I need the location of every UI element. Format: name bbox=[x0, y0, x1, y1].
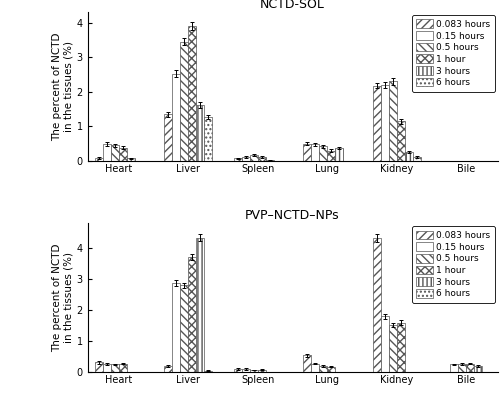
Y-axis label: The percent of NCTD
in the tissues (%): The percent of NCTD in the tissues (%) bbox=[52, 32, 74, 141]
Title: PVP–NCTD–NPs: PVP–NCTD–NPs bbox=[245, 209, 340, 222]
Bar bbox=[388, 81, 396, 161]
Bar bbox=[388, 325, 396, 372]
Bar bbox=[164, 366, 172, 372]
Bar bbox=[335, 148, 343, 161]
Bar bbox=[95, 157, 103, 161]
Bar bbox=[172, 283, 180, 372]
Bar bbox=[188, 26, 196, 161]
Bar bbox=[180, 285, 188, 372]
Bar bbox=[466, 364, 474, 372]
Bar bbox=[258, 157, 266, 161]
Bar bbox=[234, 369, 242, 372]
Bar bbox=[396, 121, 404, 161]
Bar bbox=[373, 238, 381, 372]
Bar bbox=[312, 364, 320, 372]
Bar bbox=[119, 364, 127, 372]
Bar bbox=[304, 355, 312, 372]
Bar bbox=[188, 257, 196, 372]
Bar bbox=[103, 364, 111, 372]
Bar bbox=[204, 117, 212, 161]
Bar bbox=[381, 317, 388, 372]
Bar bbox=[119, 148, 127, 161]
Bar bbox=[412, 157, 420, 161]
Bar bbox=[458, 364, 466, 372]
Bar bbox=[258, 370, 266, 372]
Bar bbox=[450, 364, 458, 372]
Bar bbox=[327, 151, 335, 161]
Bar bbox=[266, 160, 274, 161]
Legend: 0.083 hours, 0.15 hours, 0.5 hours, 1 hour, 3 hours, 6 hours: 0.083 hours, 0.15 hours, 0.5 hours, 1 ho… bbox=[412, 226, 495, 303]
Bar bbox=[103, 144, 111, 161]
Bar bbox=[164, 114, 172, 161]
Bar bbox=[111, 364, 119, 372]
Bar bbox=[373, 85, 381, 161]
Bar bbox=[95, 362, 103, 372]
Bar bbox=[180, 42, 188, 161]
Bar bbox=[127, 158, 135, 161]
Bar bbox=[312, 144, 320, 161]
Title: NCTD-SOL: NCTD-SOL bbox=[260, 0, 325, 11]
Bar bbox=[381, 85, 388, 161]
Bar bbox=[172, 74, 180, 161]
Bar bbox=[320, 366, 327, 372]
Y-axis label: The percent of NCTD
in the tissues (%): The percent of NCTD in the tissues (%) bbox=[52, 244, 74, 352]
Legend: 0.083 hours, 0.15 hours, 0.5 hours, 1 hour, 3 hours, 6 hours: 0.083 hours, 0.15 hours, 0.5 hours, 1 ho… bbox=[412, 15, 495, 92]
Bar bbox=[250, 155, 258, 161]
Bar bbox=[304, 144, 312, 161]
Bar bbox=[242, 157, 250, 161]
Bar bbox=[234, 158, 242, 161]
Bar bbox=[327, 366, 335, 372]
Bar bbox=[242, 369, 250, 372]
Bar bbox=[204, 371, 212, 372]
Bar bbox=[404, 152, 412, 161]
Bar bbox=[320, 146, 327, 161]
Bar bbox=[474, 366, 482, 372]
Bar bbox=[196, 105, 204, 161]
Bar bbox=[111, 146, 119, 161]
Bar bbox=[250, 370, 258, 372]
Bar bbox=[196, 238, 204, 372]
Bar bbox=[396, 323, 404, 372]
